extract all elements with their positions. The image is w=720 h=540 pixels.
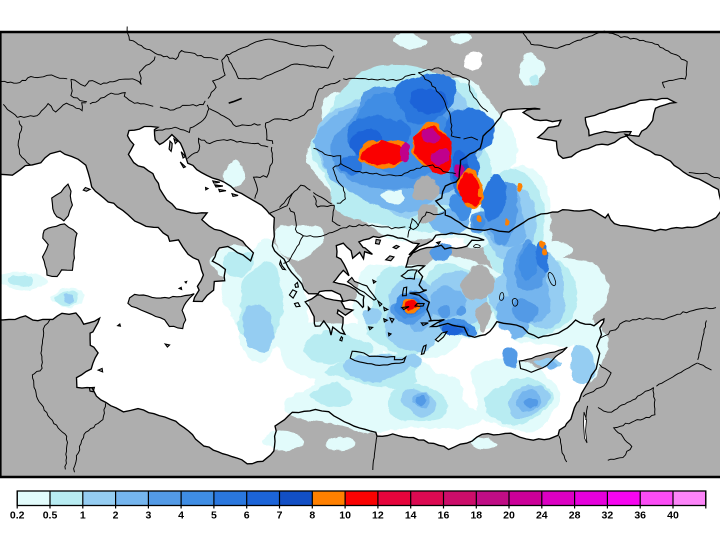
- svg-text:7: 7: [277, 510, 283, 522]
- svg-text:3: 3: [145, 510, 151, 522]
- svg-text:28: 28: [569, 510, 581, 522]
- svg-text:14: 14: [405, 510, 417, 522]
- svg-text:0.2: 0.2: [10, 510, 25, 522]
- svg-text:1: 1: [80, 510, 86, 522]
- svg-text:32: 32: [602, 510, 614, 522]
- svg-text:8: 8: [309, 510, 315, 522]
- svg-text:10: 10: [339, 510, 351, 522]
- svg-text:16: 16: [438, 510, 450, 522]
- svg-text:5: 5: [211, 510, 217, 522]
- svg-text:6: 6: [244, 510, 250, 522]
- svg-text:18: 18: [470, 510, 482, 522]
- svg-text:36: 36: [634, 510, 646, 522]
- svg-text:40: 40: [667, 510, 679, 522]
- svg-text:4: 4: [178, 510, 184, 522]
- svg-text:12: 12: [372, 510, 384, 522]
- svg-text:24: 24: [536, 510, 548, 522]
- svg-text:20: 20: [503, 510, 515, 522]
- svg-text:2: 2: [113, 510, 119, 522]
- svg-text:0.5: 0.5: [43, 510, 58, 522]
